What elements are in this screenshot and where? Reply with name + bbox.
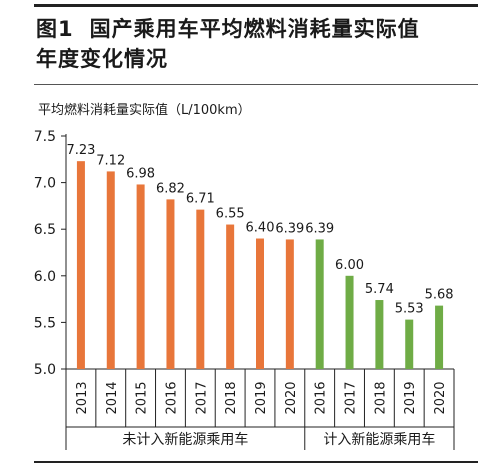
data-label: 5.74 [365, 282, 394, 297]
data-label: 6.39 [275, 221, 304, 236]
title-divider [34, 84, 478, 85]
bar [106, 171, 115, 369]
bar [375, 300, 384, 369]
x-tick-label: 2019 [254, 381, 269, 414]
x-tick-label: 2016 [164, 381, 179, 414]
bar [136, 184, 145, 369]
x-tick-label: 2017 [344, 381, 359, 414]
bar [435, 305, 444, 369]
x-tick-label: 2016 [314, 381, 329, 414]
figure-label: 图1 [36, 17, 74, 41]
data-label: 6.71 [186, 192, 215, 207]
data-label: 6.00 [335, 258, 364, 273]
chart-title: 图1 国产乘用车平均燃料消耗量实际值 年度变化情况 [36, 14, 420, 74]
y-tick-label: 7.5 [34, 129, 56, 145]
data-label: 6.82 [156, 181, 185, 196]
title-line-1: 图1 国产乘用车平均燃料消耗量实际值 [36, 14, 420, 44]
data-label: 6.55 [216, 207, 245, 222]
data-label: 7.12 [96, 153, 125, 168]
bar [315, 239, 324, 369]
x-tick-label: 2020 [284, 381, 299, 414]
x-tick-label: 2017 [194, 381, 209, 414]
x-tick-label: 2013 [75, 381, 90, 414]
data-label: 5.53 [395, 302, 424, 317]
x-tick-label: 2014 [105, 381, 120, 414]
data-label: 6.40 [246, 221, 275, 236]
x-tick-label: 2019 [403, 381, 418, 414]
bar [285, 239, 294, 369]
title-text-line-1: 国产乘用车平均燃料消耗量实际值 [89, 17, 420, 41]
data-label: 6.39 [305, 221, 334, 236]
data-label: 6.98 [126, 166, 155, 181]
y-axis-label: 平均燃料消耗量实际值（L/100km） [38, 103, 251, 118]
bar [405, 319, 414, 369]
bar [256, 238, 264, 369]
data-label: 5.68 [425, 288, 454, 303]
title-line-2: 年度变化情况 [36, 47, 168, 71]
group-label: 计入新能源乘用车 [323, 431, 435, 448]
y-tick-label: 6.5 [34, 222, 56, 238]
bar [76, 161, 85, 369]
x-tick-label: 2015 [135, 381, 150, 414]
y-tick-label: 5.0 [34, 362, 56, 378]
x-tick-label: 2018 [373, 381, 388, 414]
bar [166, 199, 175, 369]
top-rule [34, 4, 478, 7]
x-tick-label: 2020 [433, 381, 448, 414]
bar [345, 275, 354, 369]
x-tick-label: 2018 [224, 381, 239, 414]
group-label: 未计入新能源乘用车 [122, 431, 248, 448]
data-label: 7.23 [66, 143, 95, 158]
y-tick-label: 7.0 [34, 176, 56, 192]
bar [226, 224, 235, 369]
bar [196, 209, 205, 369]
y-tick-label: 6.0 [34, 269, 56, 285]
y-tick-label: 5.5 [34, 315, 56, 331]
bottom-rule [34, 461, 478, 463]
